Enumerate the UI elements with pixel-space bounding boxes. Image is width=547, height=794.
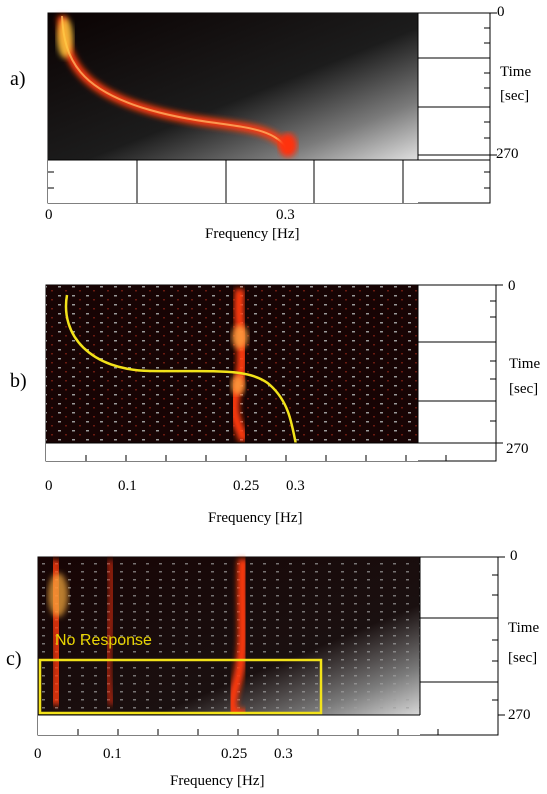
panel-b-x-tick-1: 0.1 [118, 478, 137, 494]
panel-c-x-tick-2: 0.25 [221, 746, 248, 762]
panel-c-y-top: 0 [510, 548, 518, 564]
panel-b-y-title-1: Time [509, 356, 541, 372]
panel-b-y-top: 0 [508, 278, 516, 294]
panel-c-x-tick-3: 0.3 [274, 746, 293, 762]
panel-c-x-tick-1: 0.1 [103, 746, 122, 762]
panel-a-y-title-2: [sec] [500, 88, 530, 104]
panel-b-spectrogram [45, 284, 503, 462]
no-response-label: No Response [55, 632, 152, 649]
panel-a-y-bottom: 270 [496, 146, 519, 162]
panel-c: c) No Response [0, 545, 547, 794]
panel-b-y-title-2: [sec] [509, 381, 539, 397]
panel-c-label: c) [6, 648, 22, 670]
panel-b-y-bottom: 270 [506, 441, 529, 457]
panel-c-y-bottom: 270 [508, 707, 531, 723]
panel-c-x-tick-0: 0 [34, 746, 42, 762]
panel-b-x-title: Frequency [Hz] [208, 510, 303, 526]
panel-c-y-title-1: Time [508, 620, 540, 636]
panel-c-spectrogram: No Response [37, 556, 505, 736]
panel-c-x-title: Frequency [Hz] [170, 773, 265, 789]
panel-b-x-tick-0: 0 [45, 478, 53, 494]
panel-b: b) [0, 275, 547, 535]
panel-b-label: b) [10, 370, 27, 392]
panel-c-y-title-2: [sec] [508, 650, 538, 666]
panel-a-label: a) [10, 68, 26, 90]
panel-a: a) [0, 0, 547, 250]
panel-a-x-tick-0: 0 [45, 207, 53, 223]
panel-a-heatmap [48, 13, 418, 160]
panel-a-y-top: 0 [497, 4, 505, 20]
panel-b-trace [64, 294, 300, 456]
panel-b-x-tick-3: 0.3 [286, 478, 305, 494]
panel-a-x-title: Frequency [Hz] [205, 226, 300, 242]
panel-a-y-title-1: Time [500, 64, 532, 80]
panel-a-spectrogram [47, 12, 497, 204]
no-response-box [38, 658, 323, 715]
panel-b-x-tick-2: 0.25 [233, 478, 260, 494]
panel-a-x-tick-1: 0.3 [276, 207, 295, 223]
